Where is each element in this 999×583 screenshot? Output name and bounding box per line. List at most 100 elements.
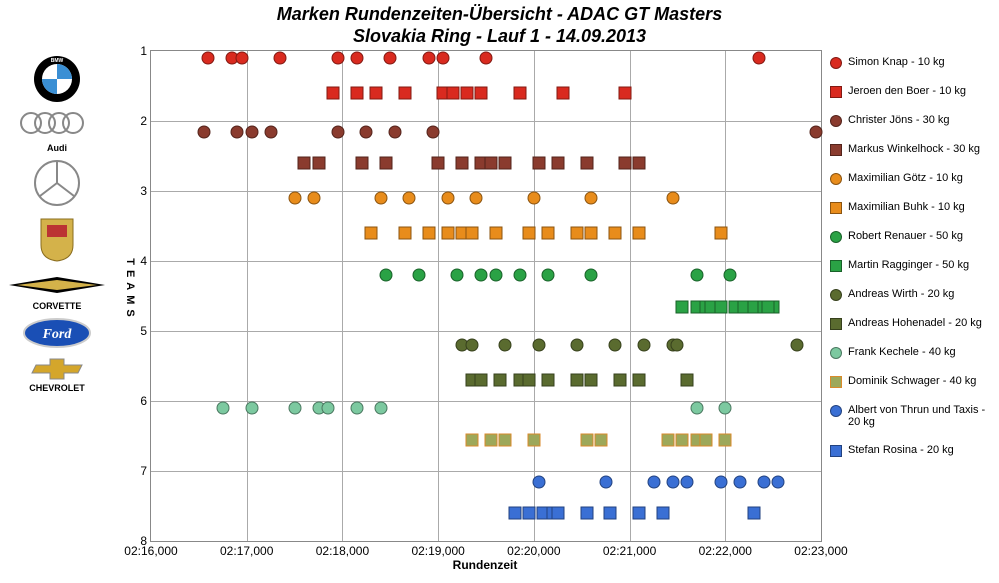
legend-label: Robert Renauer - 50 kg bbox=[848, 230, 995, 242]
title-line-2: Slovakia Ring - Lauf 1 - 14.09.2013 bbox=[0, 26, 999, 48]
data-point-andreas-wirth bbox=[532, 339, 545, 352]
data-point-stefan-rosina bbox=[604, 507, 617, 520]
data-point-frank-kechele bbox=[245, 402, 258, 415]
data-point-andreas-hohenadel bbox=[523, 374, 536, 387]
data-point-albert-von-thrun bbox=[714, 475, 727, 488]
data-point-jeroen-den-boer bbox=[369, 87, 382, 100]
data-point-stefan-rosina bbox=[580, 507, 593, 520]
legend-marker-icon bbox=[830, 86, 842, 98]
legend-label: Simon Knap - 10 kg bbox=[848, 56, 995, 68]
data-point-simon-knap bbox=[331, 52, 344, 65]
data-point-dominik-schwager bbox=[580, 433, 593, 446]
logo-label: Audi bbox=[47, 143, 67, 153]
data-point-jeroen-den-boer bbox=[446, 87, 459, 100]
legend-label: Martin Ragginger - 50 kg bbox=[848, 259, 995, 271]
legend-item-markus-winkelhock: Markus Winkelhock - 30 kg bbox=[830, 143, 995, 156]
data-point-stefan-rosina bbox=[523, 507, 536, 520]
data-point-christer-jons bbox=[331, 125, 344, 138]
logo-chevrolet: CHEVROLET bbox=[22, 357, 92, 393]
data-point-markus-winkelhock bbox=[355, 157, 368, 170]
legend-marker-icon bbox=[830, 202, 842, 214]
data-point-dominik-schwager bbox=[676, 433, 689, 446]
svg-text:BMW: BMW bbox=[51, 58, 64, 64]
data-point-albert-von-thrun bbox=[771, 475, 784, 488]
legend-marker-icon bbox=[830, 376, 842, 388]
legend-item-dominik-schwager: Dominik Schwager - 40 kg bbox=[830, 375, 995, 388]
data-point-markus-winkelhock bbox=[456, 157, 469, 170]
data-point-robert-renauer bbox=[724, 269, 737, 282]
team-logos-column: BMWAudiCORVETTEFordCHEVROLET bbox=[2, 55, 112, 393]
legend-item-frank-kechele: Frank Kechele - 40 kg bbox=[830, 346, 995, 359]
data-point-dominik-schwager bbox=[661, 433, 674, 446]
y-tick-label: 5 bbox=[140, 324, 147, 338]
title-line-1: Marken Rundenzeiten-Übersicht - ADAC GT … bbox=[0, 4, 999, 26]
data-point-albert-von-thrun bbox=[599, 475, 612, 488]
data-point-markus-winkelhock bbox=[298, 157, 311, 170]
legend-label: Frank Kechele - 40 kg bbox=[848, 346, 995, 358]
data-point-frank-kechele bbox=[322, 402, 335, 415]
data-point-maximilian-buhk bbox=[441, 227, 454, 240]
data-point-simon-knap bbox=[235, 52, 248, 65]
data-point-christer-jons bbox=[245, 125, 258, 138]
data-point-frank-kechele bbox=[216, 402, 229, 415]
legend-item-andreas-hohenadel: Andreas Hohenadel - 20 kg bbox=[830, 317, 995, 330]
legend-marker-icon bbox=[830, 231, 842, 243]
logo-label: CHEVROLET bbox=[29, 383, 85, 393]
chart-title: Marken Rundenzeiten-Übersicht - ADAC GT … bbox=[0, 0, 999, 47]
data-point-martin-ragginger bbox=[676, 300, 689, 313]
bmw-icon: BMW bbox=[33, 55, 81, 105]
data-point-maximilian-gotz bbox=[470, 192, 483, 205]
data-point-robert-renauer bbox=[489, 269, 502, 282]
data-point-simon-knap bbox=[350, 52, 363, 65]
data-point-markus-winkelhock bbox=[312, 157, 325, 170]
data-point-maximilian-gotz bbox=[288, 192, 301, 205]
logo-audi: Audi bbox=[17, 111, 97, 153]
data-point-frank-kechele bbox=[374, 402, 387, 415]
data-point-jeroen-den-boer bbox=[513, 87, 526, 100]
data-point-markus-winkelhock bbox=[379, 157, 392, 170]
data-point-andreas-wirth bbox=[637, 339, 650, 352]
data-point-christer-jons bbox=[810, 125, 823, 138]
legend: Simon Knap - 10 kgJeroen den Boer - 10 k… bbox=[830, 56, 995, 473]
data-point-markus-winkelhock bbox=[499, 157, 512, 170]
data-point-maximilian-buhk bbox=[398, 227, 411, 240]
gridline-h bbox=[151, 471, 821, 472]
data-point-maximilian-buhk bbox=[570, 227, 583, 240]
logo-ford: Ford bbox=[22, 317, 92, 351]
data-point-dominik-schwager bbox=[700, 433, 713, 446]
gridline-v bbox=[438, 51, 439, 541]
data-point-maximilian-buhk bbox=[714, 227, 727, 240]
data-point-jeroen-den-boer bbox=[475, 87, 488, 100]
gridline-h bbox=[151, 191, 821, 192]
y-tick-label: 7 bbox=[140, 464, 147, 478]
data-point-christer-jons bbox=[197, 125, 210, 138]
legend-marker-icon bbox=[830, 260, 842, 272]
data-point-maximilian-buhk bbox=[422, 227, 435, 240]
data-point-robert-renauer bbox=[542, 269, 555, 282]
legend-label: Andreas Wirth - 20 kg bbox=[848, 288, 995, 300]
logo-bmw: BMW bbox=[33, 55, 81, 105]
gridline-v bbox=[342, 51, 343, 541]
data-point-frank-kechele bbox=[288, 402, 301, 415]
data-point-andreas-wirth bbox=[499, 339, 512, 352]
legend-marker-icon bbox=[830, 57, 842, 69]
legend-label: Albert von Thrun und Taxis - 20 kg bbox=[848, 404, 995, 428]
data-point-robert-renauer bbox=[379, 269, 392, 282]
data-point-martin-ragginger bbox=[714, 300, 727, 313]
data-point-jeroen-den-boer bbox=[350, 87, 363, 100]
legend-item-simon-knap: Simon Knap - 10 kg bbox=[830, 56, 995, 69]
data-point-markus-winkelhock bbox=[432, 157, 445, 170]
y-tick-label: 2 bbox=[140, 114, 147, 128]
data-point-dominik-schwager bbox=[594, 433, 607, 446]
y-tick-label: 6 bbox=[140, 394, 147, 408]
data-point-andreas-wirth bbox=[570, 339, 583, 352]
data-point-robert-renauer bbox=[413, 269, 426, 282]
legend-item-stefan-rosina: Stefan Rosina - 20 kg bbox=[830, 444, 995, 457]
data-point-frank-kechele bbox=[350, 402, 363, 415]
legend-label: Maximilian Götz - 10 kg bbox=[848, 172, 995, 184]
data-point-maximilian-buhk bbox=[523, 227, 536, 240]
data-point-simon-knap bbox=[422, 52, 435, 65]
ford-icon: Ford bbox=[22, 317, 92, 351]
data-point-maximilian-gotz bbox=[374, 192, 387, 205]
legend-item-albert-von-thrun: Albert von Thrun und Taxis - 20 kg bbox=[830, 404, 995, 428]
